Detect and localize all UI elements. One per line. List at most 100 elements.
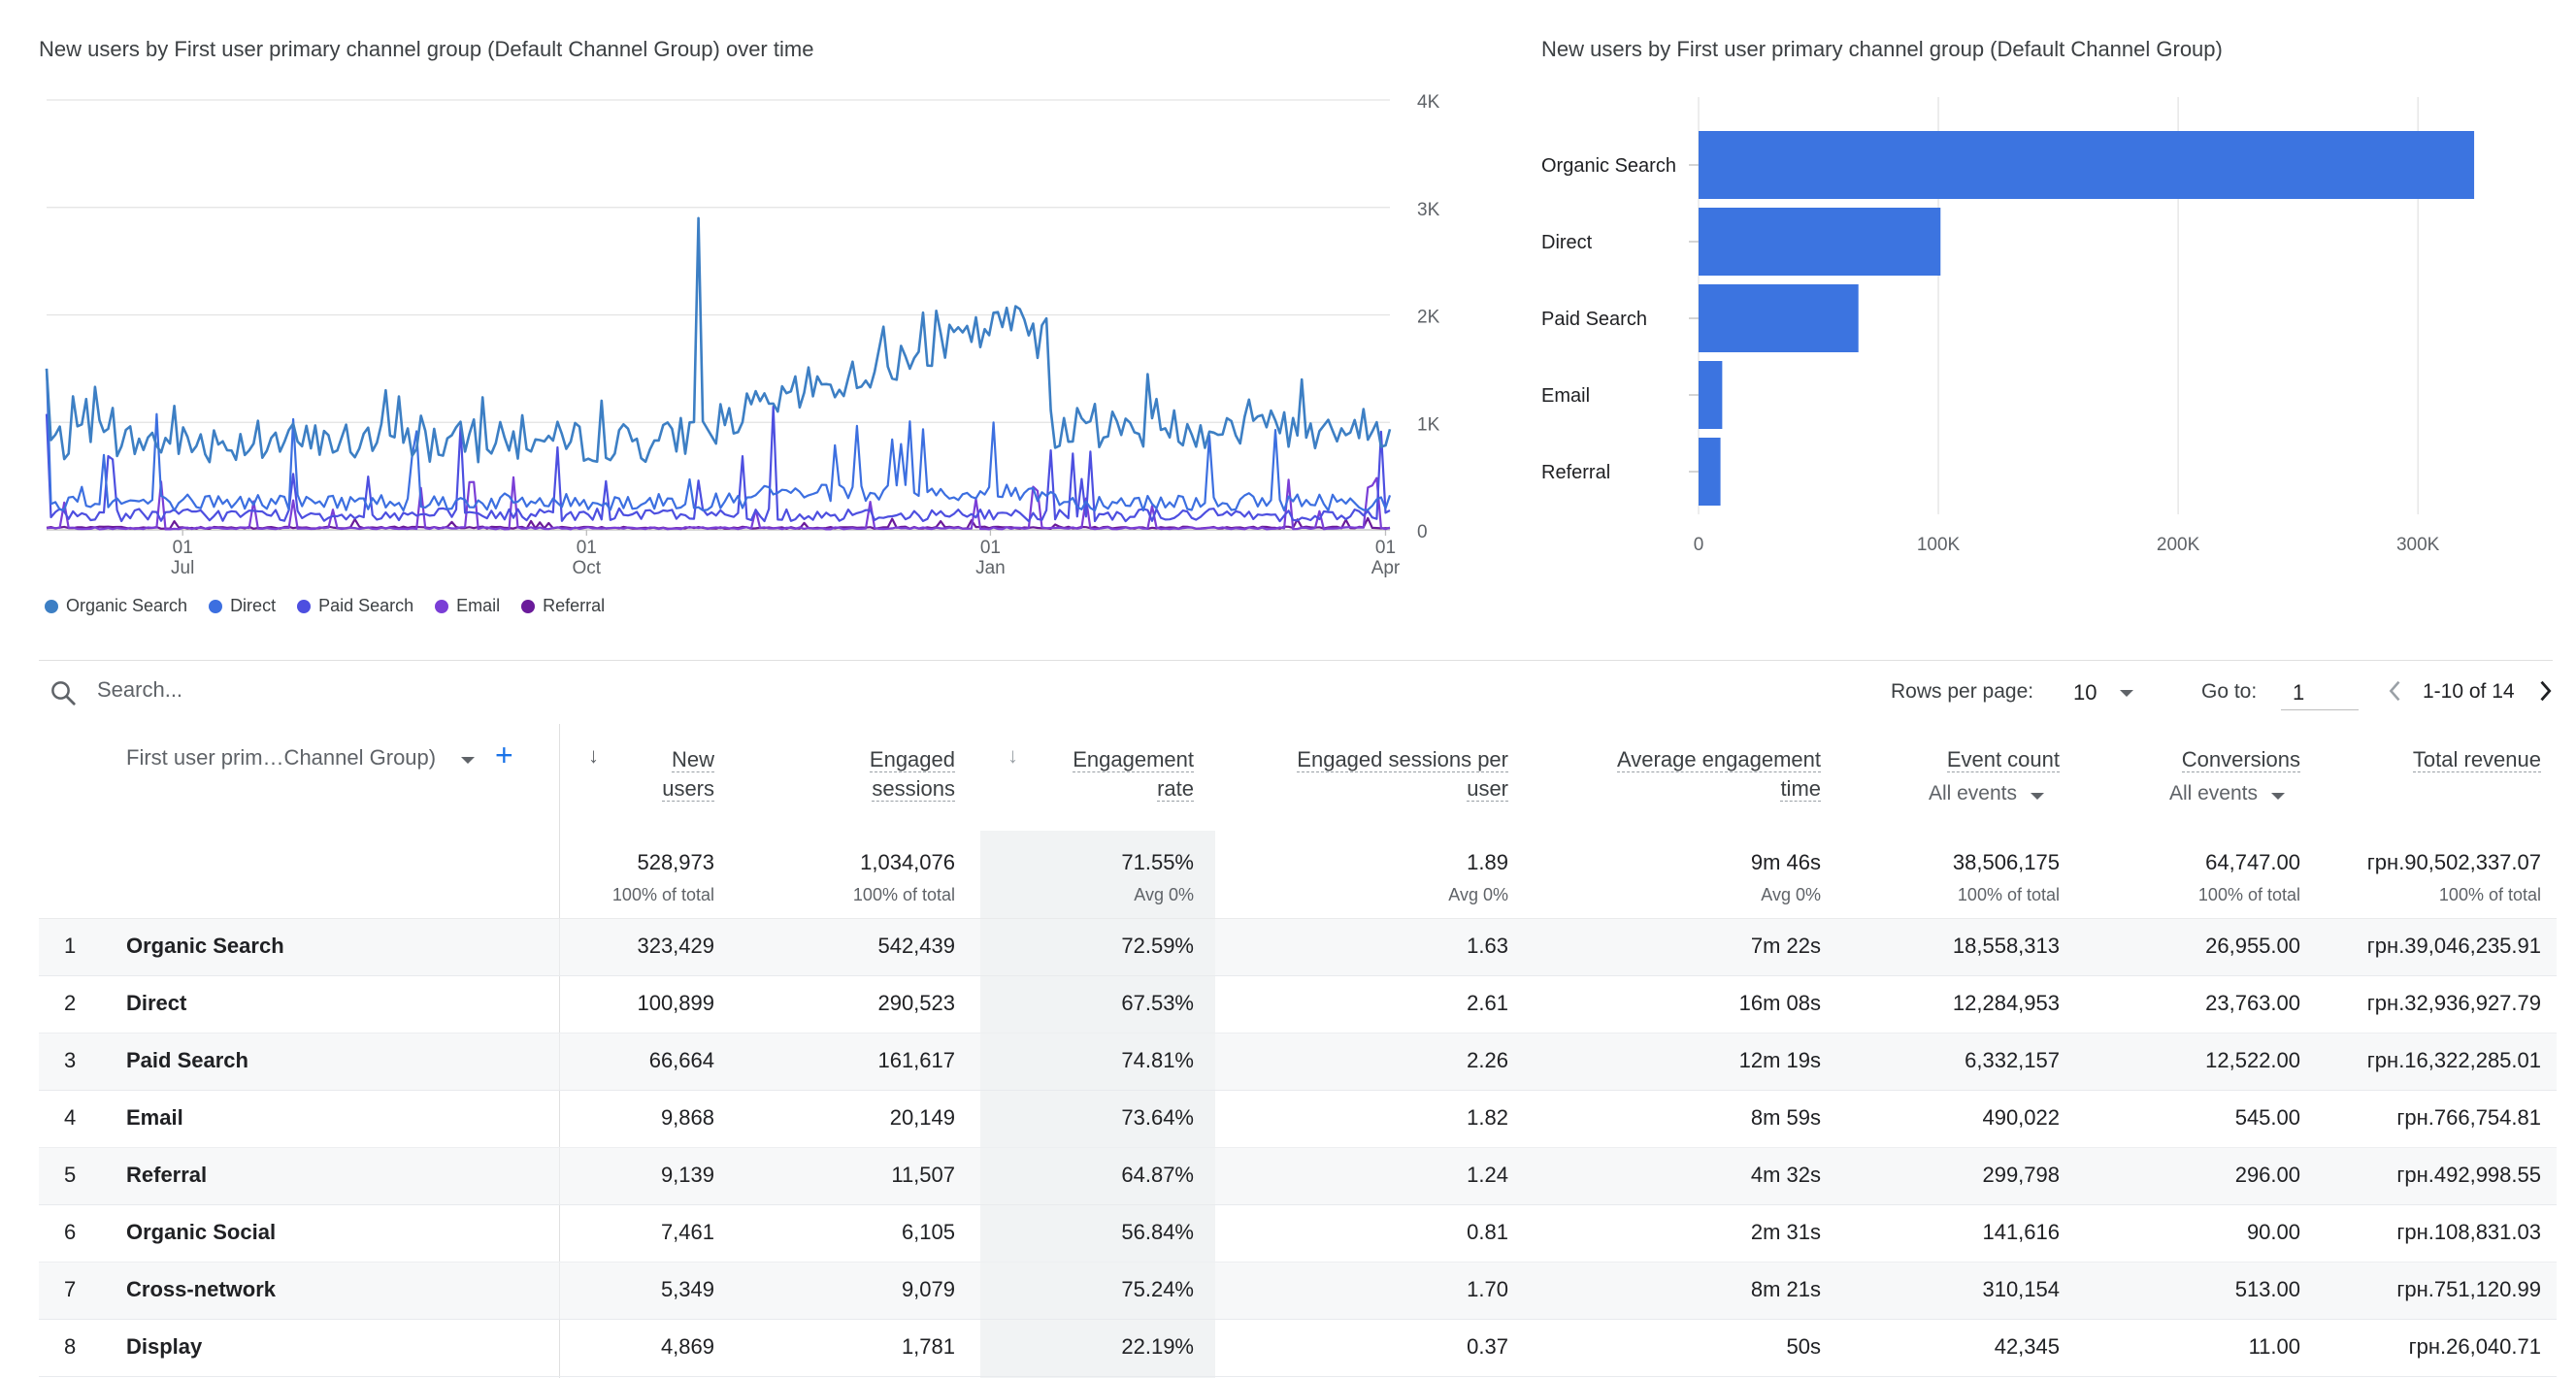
table-cell: 67.53%: [1121, 991, 1194, 1015]
table-cell: 0.37: [1467, 1334, 1508, 1359]
table-cell: 100,899: [637, 991, 714, 1015]
sort-hint-icon[interactable]: ↓: [1007, 743, 1018, 768]
legend-label: Email: [456, 596, 501, 615]
bar-category-label: Referral: [1541, 462, 1610, 483]
row-number: 5: [64, 1163, 77, 1187]
row-dimension-name[interactable]: Organic Social: [126, 1220, 277, 1244]
column-subselector[interactable]: All events: [2168, 782, 2258, 804]
table-row[interactable]: 6 Organic Social 7,461 6,105 56.84% 0.81 2m 31…: [39, 1204, 2557, 1263]
table-cell: 11.00: [2248, 1334, 2300, 1359]
table-cell: 323,429: [637, 934, 714, 958]
x-tick-month: Jan: [975, 558, 1006, 578]
search-input[interactable]: [95, 676, 487, 704]
rows-per-page-select[interactable]: 10: [2073, 680, 2097, 705]
dimension-header[interactable]: First user prim…Channel Group): [126, 745, 437, 770]
row-number: 2: [64, 991, 77, 1015]
row-number: 1: [64, 934, 77, 958]
total-value: 71.55%: [1121, 850, 1194, 874]
row-dimension-name[interactable]: Paid Search: [126, 1048, 248, 1072]
total-subtext: Avg 0%: [1134, 885, 1194, 904]
series-line-direct[interactable]: [45, 368, 1392, 512]
series-line-organic-search[interactable]: [45, 216, 1392, 464]
column-header[interactable]: Engaged sessions per user: [1297, 745, 1508, 804]
table-row[interactable]: 3 Paid Search 66,664 161,617 74.81% 2.26 12m 1…: [39, 1033, 2557, 1091]
column-subselector[interactable]: All events: [1928, 782, 2017, 804]
dimension-dropdown-caret-icon[interactable]: [461, 757, 475, 764]
bar-category-label: Organic Search: [1541, 155, 1676, 177]
bar-email[interactable]: [1699, 361, 1723, 429]
next-page-icon[interactable]: [2531, 676, 2559, 705]
row-number: 6: [64, 1220, 77, 1244]
column-header[interactable]: Event count: [1946, 745, 2060, 774]
prev-page-icon[interactable]: [2382, 676, 2409, 705]
row-dimension-name[interactable]: Email: [126, 1105, 183, 1130]
legend-label: Organic Search: [66, 596, 188, 615]
table-cell: 9,079: [901, 1277, 955, 1301]
table-cell: 12,522.00: [2205, 1048, 2300, 1072]
sort-descending-icon[interactable]: ↓: [588, 743, 599, 768]
bar-direct[interactable]: [1699, 208, 1941, 276]
row-number: 7: [64, 1277, 77, 1301]
y-tick-label: 3K: [1417, 200, 1440, 220]
row-dimension-name[interactable]: Display: [126, 1334, 203, 1359]
table-cell: грн.16,322,285.01: [2366, 1048, 2541, 1072]
column-header[interactable]: Engagement rate: [1073, 745, 1194, 804]
legend-item-direct[interactable]: Direct: [209, 596, 276, 616]
table-row[interactable]: 7 Cross-network 5,349 9,079 75.24% 1.70 8m 21s…: [39, 1262, 2557, 1320]
table-cell: грн.751,120.99: [2396, 1277, 2541, 1301]
x-tick-day: 01: [980, 538, 1001, 558]
column-header[interactable]: Average engagement time: [1617, 745, 1821, 804]
legend-item-paid-search[interactable]: Paid Search: [297, 596, 413, 616]
pagination-range: 1-10 of 14: [2423, 680, 2515, 703]
row-dimension-name[interactable]: Cross-network: [126, 1277, 277, 1301]
row-dimension-name[interactable]: Direct: [126, 991, 187, 1015]
line-chart-title: New users by First user primary channel …: [39, 37, 814, 61]
table-cell: 296.00: [2234, 1163, 2300, 1187]
bar-organic-search[interactable]: [1699, 131, 2475, 199]
column-header[interactable]: Total revenue: [2412, 745, 2541, 774]
table-cell: 490,022: [1982, 1105, 2060, 1130]
row-number: 4: [64, 1105, 77, 1130]
table-row[interactable]: 1 Organic Search 323,429 542,439 72.59% 1.63 7…: [39, 918, 2557, 976]
column-header[interactable]: Conversions: [2181, 745, 2300, 774]
legend-label: Paid Search: [318, 596, 414, 615]
bar-referral[interactable]: [1699, 438, 1721, 506]
goto-input[interactable]: 1: [2293, 680, 2305, 705]
table-row[interactable]: 2 Direct 100,899 290,523 67.53% 2.61 16m 08s 12…: [39, 975, 2557, 1034]
table-cell: грн.26,040.71: [2408, 1334, 2541, 1359]
column-header[interactable]: Engaged sessions: [869, 745, 955, 804]
table-header: First user prim…Channel Group) + New user…: [39, 724, 2557, 831]
y-tick-label: 4K: [1417, 92, 1440, 113]
legend-item-referral[interactable]: Referral: [521, 596, 605, 616]
table-cell: 74.81%: [1121, 1048, 1194, 1072]
add-dimension-icon[interactable]: +: [495, 738, 513, 772]
subselector-caret-icon[interactable]: [2031, 793, 2044, 800]
table-cell: 20,149: [889, 1105, 955, 1130]
total-value: 1.89: [1467, 850, 1508, 874]
table-cell: 75.24%: [1121, 1277, 1194, 1301]
bar-paid-search[interactable]: [1699, 284, 1859, 352]
series-line-email[interactable]: [46, 476, 1391, 531]
y-tick-label: 1K: [1417, 414, 1440, 435]
data-table: First user prim…Channel Group) + New user…: [39, 724, 2557, 1378]
table-row[interactable]: 8 Display 4,869 1,781 22.19% 0.37 50s 42,345 11.…: [39, 1319, 2557, 1377]
column-header-line1: Conversions: [2181, 747, 2300, 772]
rows-per-page-caret-icon[interactable]: [2120, 690, 2133, 697]
column-header[interactable]: New users: [662, 745, 714, 804]
series-line-paid-search[interactable]: [45, 405, 1391, 523]
row-dimension-name[interactable]: Organic Search: [126, 934, 284, 958]
search-icon[interactable]: [49, 678, 78, 707]
table-row[interactable]: 5 Referral 9,139 11,507 64.87% 1.24 4m 32s 299,…: [39, 1147, 2557, 1205]
legend-item-email[interactable]: Email: [435, 596, 500, 616]
table-cell: грн.39,046,235.91: [2366, 934, 2541, 958]
total-subtext: 100% of total: [611, 885, 714, 904]
table-cell: 7m 22s: [1750, 934, 1821, 958]
legend-dot-icon: [435, 599, 449, 613]
subselector-caret-icon[interactable]: [2271, 793, 2285, 800]
table-cell: 2.61: [1467, 991, 1508, 1015]
legend-label: Referral: [543, 596, 606, 615]
table-row[interactable]: 4 Email 9,868 20,149 73.64% 1.82 8m 59s 490,022…: [39, 1090, 2557, 1148]
legend-item-organic-search[interactable]: Organic Search: [45, 596, 187, 616]
row-dimension-name[interactable]: Referral: [126, 1163, 208, 1187]
